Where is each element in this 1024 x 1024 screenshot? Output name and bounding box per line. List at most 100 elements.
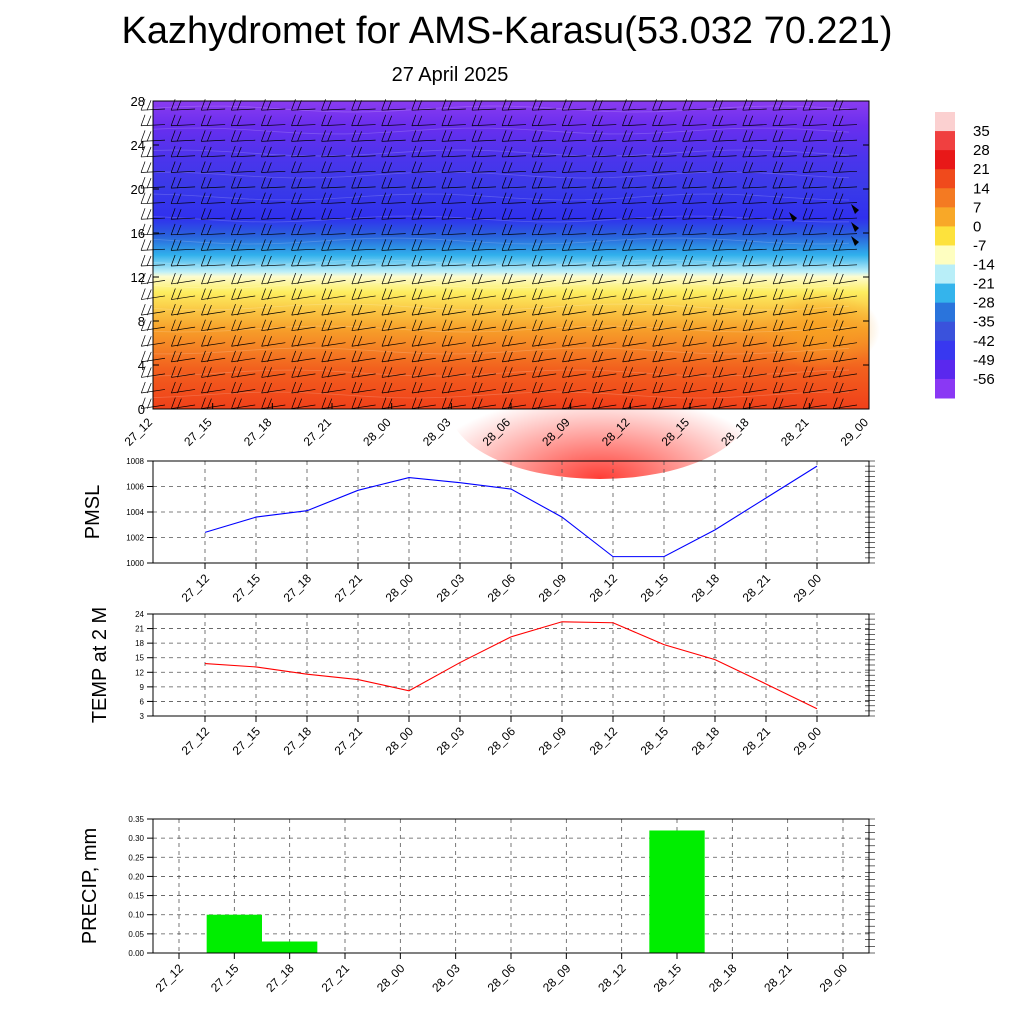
wind-barb xyxy=(471,366,497,378)
wind-barb xyxy=(652,208,677,220)
wind-barb xyxy=(411,161,436,173)
wind-barb xyxy=(832,335,858,347)
wind-barb xyxy=(411,303,436,316)
wind-barb xyxy=(471,303,497,316)
wind-barb xyxy=(742,272,767,285)
wind-barb xyxy=(351,114,376,127)
wind-barb xyxy=(622,381,647,394)
wind-barb xyxy=(532,381,557,394)
wind-barb xyxy=(291,145,316,158)
wind-barb xyxy=(501,114,527,127)
wind-barb xyxy=(381,161,406,173)
wind-barb xyxy=(381,130,406,142)
wind-barb xyxy=(742,303,767,316)
wind-barb xyxy=(682,288,707,300)
chart-subtitle: 27 April 2025 xyxy=(391,64,509,86)
wind-barb xyxy=(501,319,527,332)
wind-barb xyxy=(441,366,466,378)
wind-barb xyxy=(622,254,647,267)
x-tick-label: 29_00 xyxy=(817,961,851,995)
wind-barb xyxy=(652,366,677,378)
wind-barb xyxy=(531,145,557,158)
wind-barb xyxy=(712,335,737,347)
x-tick-label: 27_21 xyxy=(332,571,366,605)
x-tick-label: 28_03 xyxy=(434,724,468,758)
wind-barb xyxy=(802,176,827,189)
wind-barb xyxy=(712,161,737,173)
wind-barb xyxy=(652,130,677,142)
wind-barb xyxy=(171,397,196,409)
y-tick-label: 0.00 xyxy=(128,949,144,958)
colorbar-swatch xyxy=(935,302,955,323)
wind-barb xyxy=(832,366,858,378)
wind-barb xyxy=(501,239,527,251)
precip-bar xyxy=(649,830,705,953)
wind-barb xyxy=(351,303,376,316)
wind-barb xyxy=(441,176,466,189)
wind-barb xyxy=(261,114,286,127)
wind-barb xyxy=(562,288,587,300)
wind-barb xyxy=(321,366,346,378)
pmsl-plot: 1000 1002 1004 1006 1008 27_12 27_15 27_18 27_21… xyxy=(82,457,875,605)
wind-barb xyxy=(531,161,557,173)
wind-barb xyxy=(652,192,677,205)
wind-barb xyxy=(802,272,827,285)
wind-barb xyxy=(712,208,737,220)
wind-barb xyxy=(291,208,316,220)
wind-barb xyxy=(772,223,797,236)
colorbar-swatch xyxy=(935,226,955,246)
wind-barb xyxy=(682,303,707,316)
wind-barb xyxy=(561,208,587,220)
colorbar-label: 0 xyxy=(973,218,981,235)
wind-barb xyxy=(351,161,376,173)
x-tick-label: 28_21 xyxy=(778,415,812,449)
x-tick-label: 29_00 xyxy=(838,415,872,449)
wind-barb xyxy=(531,192,557,205)
wind-barb xyxy=(592,192,617,205)
wind-barb xyxy=(351,335,376,347)
wind-barb xyxy=(291,366,316,378)
wind-barb xyxy=(261,303,286,316)
wind-barb xyxy=(171,272,196,285)
wind-barb xyxy=(531,239,557,251)
y-axis-label: PRECIP, mm xyxy=(79,828,101,944)
x-tick-label: 27_12 xyxy=(179,571,213,605)
wind-barb xyxy=(231,335,256,347)
wind-barb xyxy=(652,254,677,267)
wind-barb xyxy=(321,161,346,173)
wind-barb xyxy=(351,319,376,332)
wind-barb xyxy=(321,303,346,316)
wind-barb xyxy=(351,288,376,300)
wind-barb xyxy=(230,192,256,205)
wind-barb xyxy=(411,397,436,409)
colorbar-swatch xyxy=(935,169,955,189)
wind-barb xyxy=(321,239,346,251)
y-tick-label: 6 xyxy=(140,697,145,706)
wind-barb xyxy=(261,381,286,394)
wind-barb xyxy=(170,161,196,173)
contour-line xyxy=(152,215,850,223)
wind-barb xyxy=(682,145,707,158)
wind-barb xyxy=(742,239,767,251)
wind-barb xyxy=(622,130,647,142)
wind-barb xyxy=(772,303,797,316)
wind-barb xyxy=(532,366,557,378)
x-tick-label: 27_18 xyxy=(281,724,315,758)
wind-barb xyxy=(561,161,587,173)
wind-barb xyxy=(351,208,376,220)
wind-barb xyxy=(261,366,286,378)
wind-barb xyxy=(832,319,858,332)
y-tick-label: 12 xyxy=(135,668,144,677)
wind-barb xyxy=(381,145,406,158)
wind-barb xyxy=(200,223,226,236)
colorbar-label: -7 xyxy=(973,237,986,254)
y-tick-label: 28 xyxy=(131,94,145,109)
wind-barb xyxy=(291,254,316,267)
wind-barb xyxy=(471,350,497,363)
colorbar-label: 21 xyxy=(973,161,990,178)
x-tick-label: 29_00 xyxy=(791,724,825,758)
wind-barb xyxy=(351,272,376,285)
wind-barb xyxy=(742,208,767,220)
wind-barb xyxy=(381,335,406,347)
wind-barb xyxy=(562,350,587,363)
